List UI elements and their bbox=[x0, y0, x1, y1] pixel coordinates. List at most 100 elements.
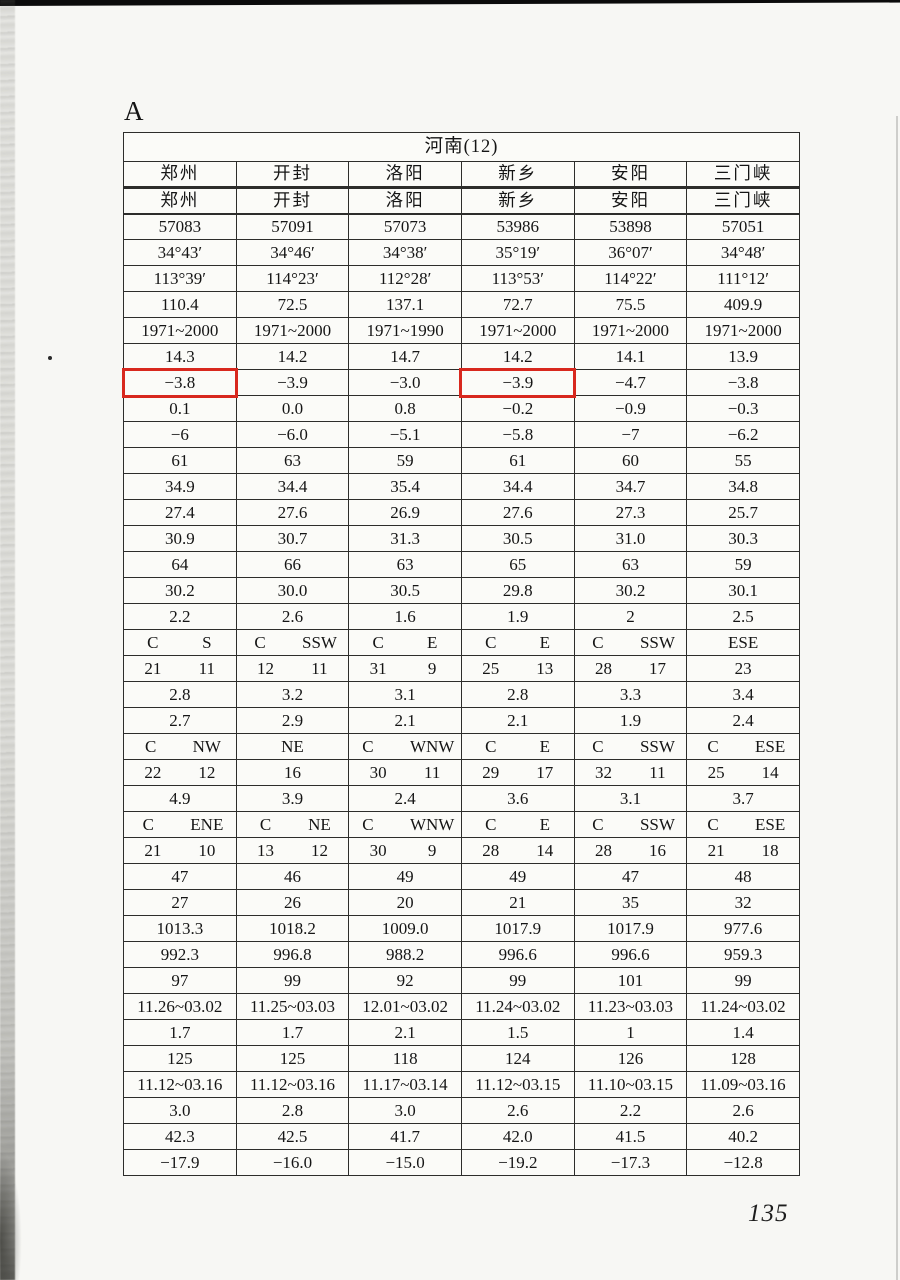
table-cell: 1.9 bbox=[573, 707, 688, 734]
table-cell: 11.12~03.16 bbox=[235, 1071, 350, 1098]
table-row: 27.4 27.6 26.9 27.6 27.3 25.7 bbox=[123, 499, 800, 526]
table-cell: −7 bbox=[573, 421, 688, 448]
table-cell: 2.5 bbox=[686, 603, 800, 630]
cell-value-pair: C ESE bbox=[687, 738, 799, 755]
table-row: 4.9 3.9 2.4 3.6 3.1 3.7 bbox=[123, 785, 800, 812]
table-cell: 2.7 bbox=[123, 707, 237, 734]
table-cell: 34°43′ bbox=[123, 239, 237, 266]
table-row: 3.0 2.8 3.0 2.6 2.2 2.6 bbox=[123, 1097, 800, 1124]
table-row: 61 63 59 61 60 55 bbox=[123, 447, 800, 474]
table-cell: 34.7 bbox=[573, 473, 688, 500]
table-cell: 409.9 bbox=[686, 291, 800, 318]
table-cell: 110.4 bbox=[123, 291, 237, 318]
table-cell: 34.9 bbox=[123, 473, 237, 500]
table-cell: 11.24~03.02 bbox=[460, 993, 575, 1020]
table-cell: 14.2 bbox=[460, 343, 575, 370]
table-cell: 22 12 bbox=[123, 759, 237, 786]
table-cell: 安阳 bbox=[573, 187, 688, 215]
table-cell: 31 9 bbox=[348, 655, 462, 682]
table-cell: 1.7 bbox=[235, 1019, 350, 1046]
table-cell: 1 bbox=[573, 1019, 688, 1046]
table-cell: 27 bbox=[123, 889, 237, 916]
table-cell: 996.6 bbox=[460, 941, 575, 968]
table-cell: 三门峡 bbox=[686, 187, 800, 215]
table-cell: 72.7 bbox=[460, 291, 575, 318]
table-cell: C ENE bbox=[123, 811, 237, 838]
table-cell: 49 bbox=[348, 863, 462, 890]
table-cell: 2.8 bbox=[235, 1097, 350, 1124]
cell-value: ENE bbox=[190, 815, 224, 834]
highlighted-cell: −3.8 bbox=[121, 367, 239, 398]
highlighted-cell: −3.9 bbox=[459, 367, 577, 398]
table-cell: 27.6 bbox=[235, 499, 350, 526]
table-cell: 2.8 bbox=[460, 681, 575, 708]
climate-table: 河南(12) 郑州 开封 洛阳 新乡 安阳 三门峡 郑州 开封 洛阳 新乡 安阳 三门峡 57083 57… bbox=[121, 132, 800, 1176]
table-cell: 11.12~03.15 bbox=[460, 1071, 575, 1098]
table-cell: 59 bbox=[348, 447, 462, 474]
cell-value: E bbox=[539, 633, 550, 652]
table-cell: 郑州 bbox=[123, 187, 237, 215]
cell-value: 21 bbox=[707, 841, 725, 860]
table-cell: C SSW bbox=[573, 629, 688, 656]
table-cell: 0.8 bbox=[348, 395, 462, 422]
table-cell: 0.1 bbox=[123, 395, 237, 422]
cell-value: 18 bbox=[761, 841, 779, 860]
cell-value-pair: 21 18 bbox=[687, 842, 799, 859]
table-cell: 92 bbox=[348, 967, 462, 994]
table-cell: 20 bbox=[348, 889, 462, 916]
cell-value: SSW bbox=[302, 633, 337, 652]
table-cell: 36°07′ bbox=[573, 239, 688, 266]
table-cell: C WNW bbox=[348, 811, 462, 838]
table-cell: 61 bbox=[460, 447, 575, 474]
table-cell: 28 16 bbox=[573, 837, 688, 864]
table-cell: 2.1 bbox=[460, 707, 575, 734]
cell-value-pair: 12 11 bbox=[237, 660, 349, 677]
table-cell: 57073 bbox=[348, 213, 462, 240]
table-cell: 28 17 bbox=[573, 655, 688, 682]
table-cell: 2.2 bbox=[123, 603, 237, 630]
table-cell: 1971~2000 bbox=[123, 317, 237, 344]
table-cell: 1.7 bbox=[123, 1019, 237, 1046]
cell-value: 29 bbox=[482, 763, 500, 782]
cell-value: 9 bbox=[427, 841, 437, 860]
table-cell: 27.4 bbox=[123, 499, 237, 526]
table-cell: −17.3 bbox=[573, 1149, 688, 1176]
table-cell: 992.3 bbox=[123, 941, 237, 968]
table-row: 113°39′ 114°23′ 112°28′ 113°53′ 114°22′ 111°1… bbox=[123, 265, 800, 292]
cell-value: C bbox=[707, 815, 719, 834]
table-cell: 2 bbox=[573, 603, 688, 630]
table-cell: 1971~2000 bbox=[235, 317, 350, 344]
cell-value-pair: C ESE bbox=[687, 816, 799, 833]
table-cell: −5.1 bbox=[348, 421, 462, 448]
table-cell: 3.3 bbox=[573, 681, 688, 708]
cell-value-pair: C SSW bbox=[575, 634, 687, 651]
table-cell: ESE bbox=[686, 629, 800, 656]
cell-value: C bbox=[147, 633, 159, 652]
table-cell: 2.2 bbox=[573, 1097, 688, 1124]
cell-value: SSW bbox=[639, 737, 675, 756]
table-cell: 11.24~03.02 bbox=[686, 993, 800, 1020]
cell-value: C bbox=[254, 633, 266, 652]
table-cell: 64 bbox=[123, 551, 237, 578]
table-row: 97 99 92 99 101 99 bbox=[123, 967, 800, 994]
table-cell: 99 bbox=[235, 967, 350, 994]
cell-value-pair: 13 12 bbox=[237, 842, 349, 859]
table-cell: 12 11 bbox=[235, 655, 350, 682]
table-cell: C SSW bbox=[573, 811, 688, 838]
table-cell: 11.25~03.03 bbox=[235, 993, 350, 1020]
table-cell: 112°28′ bbox=[348, 265, 462, 292]
table-cell: 3.4 bbox=[686, 681, 800, 708]
table-cell: 29.8 bbox=[460, 577, 575, 604]
table-row: C S C SSW C E C E C SSW ESE bbox=[123, 629, 800, 656]
cell-value: C bbox=[485, 815, 497, 834]
table-cell: 30 11 bbox=[348, 759, 462, 786]
table-cell: C NE bbox=[235, 811, 350, 838]
table-cell: 42.5 bbox=[235, 1123, 350, 1150]
cell-value: 11 bbox=[311, 659, 328, 678]
table-cell: 59 bbox=[686, 551, 800, 578]
table-cell: 125 bbox=[123, 1045, 237, 1072]
cell-value-pair: 25 13 bbox=[462, 660, 574, 677]
